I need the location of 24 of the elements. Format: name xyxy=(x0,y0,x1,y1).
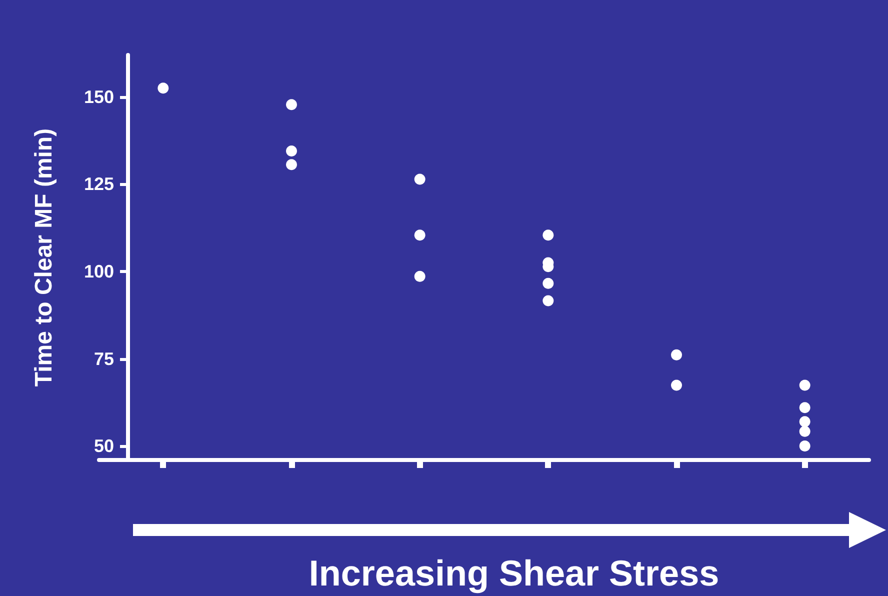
y-tick-label: 150 xyxy=(84,86,114,107)
point xyxy=(542,295,554,306)
point xyxy=(799,402,810,414)
point xyxy=(671,349,682,360)
y-tick-label: 125 xyxy=(84,174,114,194)
point xyxy=(158,82,169,94)
point xyxy=(671,380,682,391)
y-tick-label: 100 xyxy=(84,261,114,282)
point xyxy=(799,380,810,391)
point xyxy=(414,270,426,282)
y-tick-label: 75 xyxy=(94,348,114,369)
x-axis-title: Increasing Shear Stress xyxy=(308,552,720,594)
point xyxy=(542,278,554,289)
point xyxy=(799,426,810,437)
point xyxy=(286,99,297,110)
point xyxy=(414,230,426,241)
point xyxy=(414,174,426,185)
point xyxy=(799,440,810,452)
point xyxy=(286,146,297,157)
y-axis-title: Time to Clear MF (min) xyxy=(30,128,58,387)
point xyxy=(799,416,810,428)
point xyxy=(542,230,554,241)
y-tick-label: 50 xyxy=(94,436,114,456)
point xyxy=(286,159,297,170)
